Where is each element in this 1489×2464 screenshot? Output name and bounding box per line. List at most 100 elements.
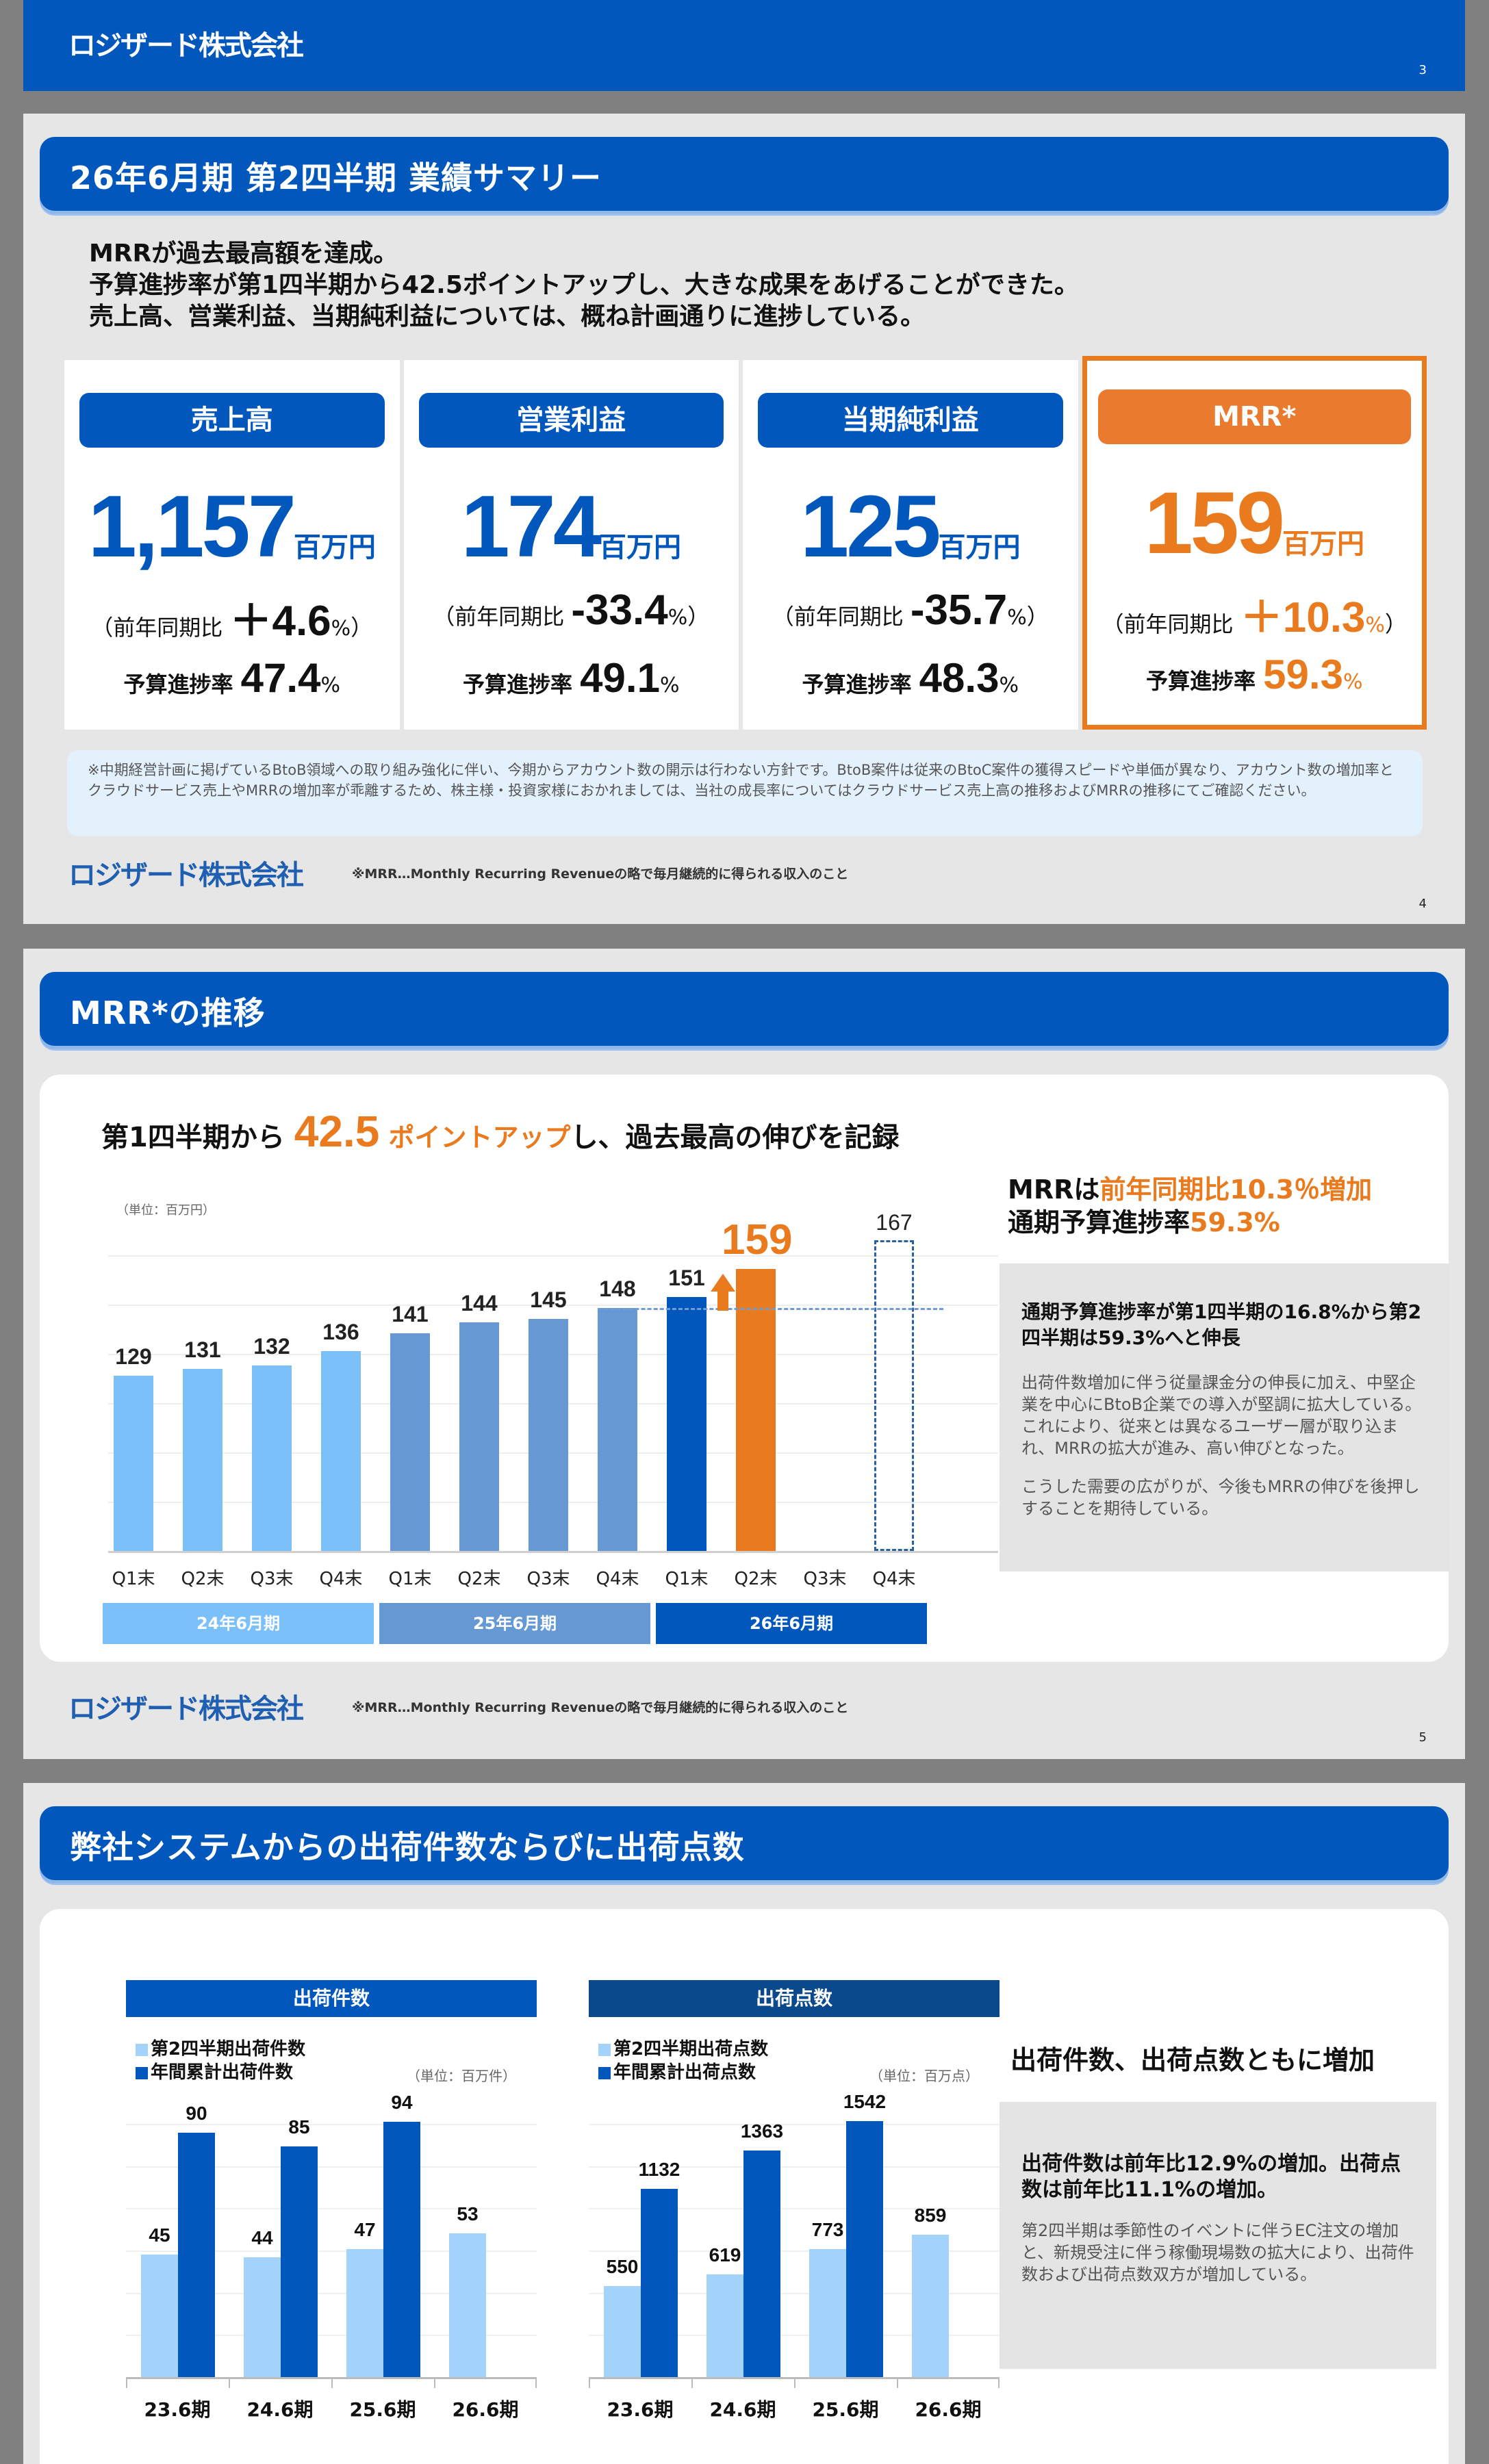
bar-value-label: 1132 <box>638 2159 680 2181</box>
x-tick-label: Q1末 <box>388 1569 432 1589</box>
footer-logo: ロジザード株式会社 <box>68 860 304 890</box>
kpi-label: 営業利益 <box>418 393 724 448</box>
budget-value: 59.3 <box>1263 652 1343 697</box>
x-tick-label: Q3末 <box>803 1569 847 1589</box>
slide-title: MRR*の推移 <box>70 994 266 1031</box>
gridline <box>108 1255 998 1257</box>
kpi-yoy: （前年同期比 ＋4.6%） <box>64 586 400 647</box>
commentary-body: 出荷件数増加に伴う従量課金分の伸長に加え、中堅企業を中心にBtoB企業での導入が… <box>1021 1373 1422 1458</box>
pct-sign: % <box>331 617 351 641</box>
bar-value-label: 619 <box>709 2244 741 2266</box>
yoy-value: ＋10.3 <box>1240 594 1366 641</box>
slide-6-shipments: 弊社システムからの出荷件数ならびに出荷点数 出荷件数 第2四半期出荷件数 年間累計出… <box>23 1783 1465 2464</box>
annual-bar <box>846 2120 883 2377</box>
gridline <box>589 2250 1000 2252</box>
x-tick-label: 25.6期 <box>812 2398 879 2421</box>
chart-legend: 第2四半期出荷件数 年間累計出荷件数 <box>136 2038 305 2084</box>
heading-highlight: 前年同期比10.3％増加 <box>1099 1175 1373 1205</box>
footer-note: ※MRR…Monthly Recurring Revenueの略で毎月継続的に得… <box>352 1700 849 1715</box>
budget-label: 予算進捗率 <box>123 671 233 697</box>
mrr-side-heading: MRRは前年同期比10.3％増加 通期予算進捗率59.3% <box>1008 1173 1372 1239</box>
bar-value-label: 145 <box>530 1287 567 1312</box>
annual-bar <box>281 2146 318 2377</box>
pct-sign: % <box>1365 613 1385 637</box>
axis-tick <box>434 2377 435 2388</box>
pct-sign: % <box>667 606 688 630</box>
x-tick-label: Q2末 <box>181 1569 225 1589</box>
kpi-number: 159 <box>1144 474 1285 572</box>
pct-sign: % <box>320 673 340 697</box>
bar-value-label: 1542 <box>843 2090 887 2112</box>
gridline <box>589 2292 1000 2294</box>
axis-tick <box>897 2377 898 2388</box>
unit-label: （単位：百万円） <box>116 1203 215 1218</box>
slide-title-bar: MRR*の推移 <box>40 972 1449 1049</box>
yoy-value: ＋4.6 <box>229 598 331 645</box>
gridline <box>126 2166 537 2168</box>
commentary-box: 出荷件数は前年比12.9%の増加。出荷点数は前年比11.1%の増加。 第2四半期… <box>1000 2102 1436 2369</box>
x-tick-label: Q1末 <box>665 1569 709 1589</box>
heading-text: 通期予算進捗率 <box>1008 1207 1191 1237</box>
yoy-label: （前年同期比 <box>433 604 565 630</box>
axis-tick <box>691 2377 693 2388</box>
reference-line <box>598 1307 943 1310</box>
legend-item: 年間累計出荷点数 <box>598 2061 768 2084</box>
growth-arrow-shaft <box>717 1290 728 1311</box>
unit-label: （単位：百万点） <box>869 2068 979 2084</box>
slide-3-cover: ロジザード株式会社 3 <box>23 0 1465 91</box>
x-axis <box>108 1551 998 1553</box>
bar-value-label: 85 <box>288 2116 310 2138</box>
unit-label: （単位：百万件） <box>407 2068 516 2084</box>
kpi-card: 当期純利益 125百万円 （前年同期比 -35.7%） 予算進捗率 48.3% <box>743 360 1078 730</box>
slide-title-bar: 26年6月期 第2四半期 業績サマリー <box>40 137 1449 214</box>
annual-bar <box>743 2151 780 2377</box>
kpi-label: MRR* <box>1097 389 1411 444</box>
chart-title: 出荷点数 <box>589 1980 1000 2017</box>
kpi-cards: 売上高 1,157百万円 （前年同期比 ＋4.6%） 予算進捗率 47.4% 営業利益 1… <box>64 356 1427 730</box>
fiscal-year-band: 25年6月期 <box>379 1603 650 1644</box>
yoy-value: -35.7 <box>910 587 1008 634</box>
yoy-suffix: ） <box>687 604 710 630</box>
shipments-heading: 出荷件数、出荷点数ともに増加 <box>1010 2045 1375 2075</box>
kpi-unit: 百万円 <box>293 532 376 563</box>
page-number: 4 <box>1418 897 1427 911</box>
quarter-bar <box>707 2274 743 2377</box>
yoy-suffix: ） <box>1384 611 1407 637</box>
kpi-yoy: （前年同期比 -35.7%） <box>743 586 1078 634</box>
bar-value-label: 151 <box>668 1266 705 1291</box>
legend-item: 第2四半期出荷点数 <box>598 2038 768 2061</box>
kpi-unit: 百万円 <box>599 532 682 563</box>
kpi-number: 174 <box>461 478 602 576</box>
bar-value-label: 94 <box>391 2091 413 2113</box>
axis-tick <box>589 2377 590 2388</box>
legend-label: 第2四半期出荷点数 <box>613 2039 769 2059</box>
projection-bar <box>874 1240 914 1551</box>
axis-tick <box>229 2377 230 2388</box>
footer-logo: ロジザード株式会社 <box>68 1694 304 1724</box>
x-tick-label: Q3末 <box>526 1569 570 1589</box>
bar-value-label: 131 <box>184 1337 221 1362</box>
kpi-yoy: （前年同期比 ＋10.3%） <box>1087 582 1423 644</box>
page-number: 3 <box>1418 63 1427 77</box>
budget-label: 予算進捗率 <box>463 671 573 697</box>
commentary-body: こうした需要の広がりが、今後もMRRの伸びを後押しすることを期待している。 <box>1021 1477 1420 1518</box>
bar-value-label: 141 <box>392 1301 429 1326</box>
axis-tick <box>331 2377 333 2388</box>
fiscal-year-band: 26年6月期 <box>656 1603 927 1644</box>
bar-value-label: 144 <box>461 1290 498 1316</box>
up-arrow-icon <box>711 1274 735 1292</box>
bar-value-label: 132 <box>253 1333 290 1359</box>
heading-highlight: 59.3% <box>1190 1207 1280 1237</box>
quarter-bar <box>809 2248 846 2377</box>
kpi-value: 174百万円 <box>404 476 739 577</box>
x-tick-label: Q1末 <box>112 1569 155 1589</box>
commentary-heading: 通期予算進捗率が第1四半期の16.8%から第2四半期は59.3%へと伸長 <box>1021 1300 1422 1349</box>
kpi-budget: 予算進捗率 59.3% <box>1087 651 1423 698</box>
legend-swatch <box>598 2066 611 2079</box>
shipment-items-chart: 出荷点数 第2四半期出荷点数 年間累計出荷点数 （単位：百万点） 550 1132 23.6… <box>589 1980 1000 2446</box>
bar-value-label: 45 <box>149 2224 170 2246</box>
bar-value-label: 148 <box>599 1276 636 1301</box>
axis-tick <box>535 2377 537 2388</box>
budget-label: 予算進捗率 <box>1146 668 1256 694</box>
kpi-budget: 予算進捗率 49.1% <box>404 654 739 702</box>
